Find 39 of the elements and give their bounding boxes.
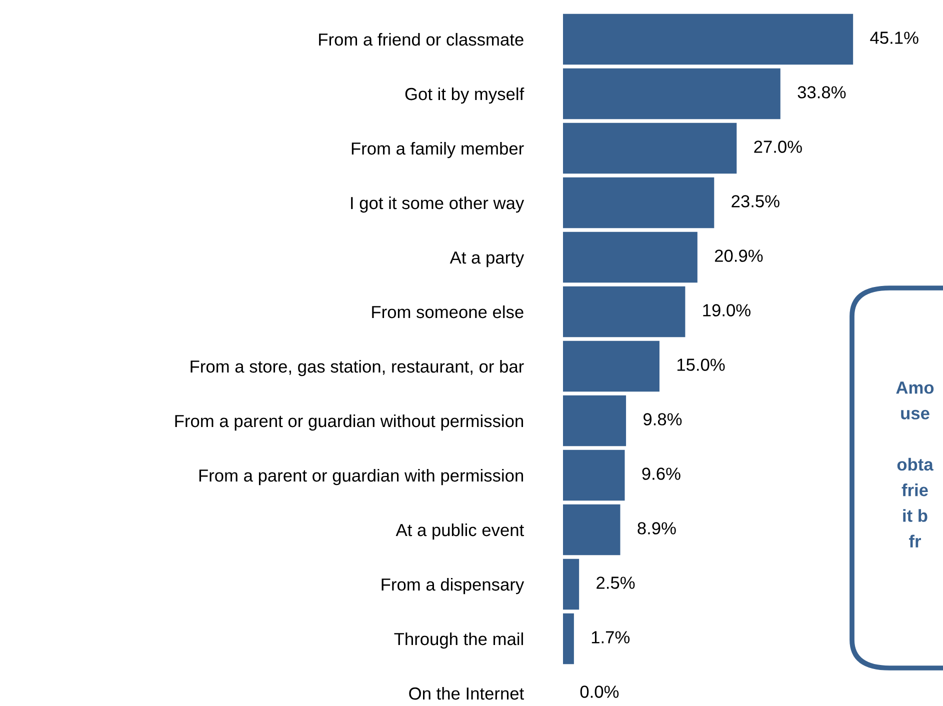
- y-tick-label: From a dispensary: [382, 578, 524, 594]
- data-label: 1.7%: [592, 631, 630, 644]
- y-tick-label: On the Internet: [409, 686, 524, 700]
- data-label: 33.8%: [798, 86, 846, 98]
- data-label: 0.0%: [580, 686, 619, 698]
- y-tick-label: From someone else: [372, 305, 524, 318]
- bar: [563, 395, 626, 446]
- data-label: 20.9%: [714, 250, 763, 262]
- data-label: 9.6%: [642, 468, 680, 480]
- data-label: 9.8%: [644, 413, 682, 426]
- bar: [563, 450, 625, 501]
- y-tick-label: Through the mail: [394, 632, 523, 649]
- bar: [563, 122, 737, 174]
- data-label: 23.5%: [732, 195, 780, 208]
- bar: [563, 177, 714, 228]
- data-label: 27.0%: [754, 140, 802, 153]
- bar: [563, 68, 780, 120]
- bar: [563, 340, 660, 392]
- data-label: 45.1%: [870, 32, 918, 44]
- data-label: 19.0%: [703, 304, 750, 316]
- y-tick-label: From a store, gas station, restaurant, or bar: [190, 360, 524, 376]
- bar: [563, 613, 574, 664]
- data-label: 8.9%: [638, 522, 676, 534]
- bar: [563, 558, 580, 610]
- y-tick-label: From a family member: [352, 142, 524, 158]
- y-tick-label: I got it some other way: [351, 196, 524, 213]
- bar: [563, 14, 854, 65]
- data-label: 2.5%: [596, 576, 635, 589]
- bar: [563, 286, 686, 338]
- bar: [563, 504, 620, 556]
- y-tick-label: At a party: [450, 252, 524, 268]
- y-tick-label: From a friend or classmate: [319, 32, 524, 46]
- text: Amo use obta frie it b fr: [896, 382, 934, 548]
- bar: [563, 232, 698, 283]
- data-label: 15.0%: [677, 358, 725, 371]
- y-tick-label: From a parent or guardian without permission: [175, 414, 524, 431]
- y-tick-label: Got it by myself: [405, 87, 524, 104]
- y-tick-label: At a public event: [396, 523, 524, 540]
- y-tick-label: From a parent or guardian with permission: [199, 468, 524, 486]
